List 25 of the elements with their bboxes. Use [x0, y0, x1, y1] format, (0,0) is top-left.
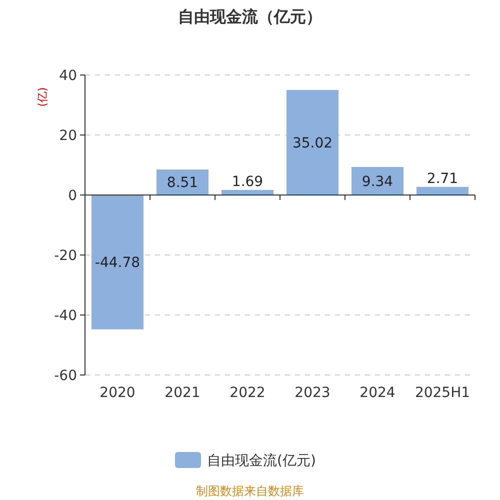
x-tick-label: 2024: [360, 385, 396, 401]
y-tick-label: -60: [54, 368, 77, 384]
legend-label: 自由现金流(亿元): [207, 453, 316, 469]
text: 制图数据来自数据库: [196, 484, 304, 498]
data-label: 35.02: [292, 135, 333, 152]
y-tick-label: -20: [54, 248, 77, 264]
y-tick-label: 20: [59, 128, 77, 144]
x-tick-label: 2023: [294, 385, 330, 401]
bar: [286, 90, 338, 195]
bar: [416, 186, 468, 195]
chart-title: 自由现金流（亿元）: [178, 7, 322, 26]
data-label: 2.71: [426, 170, 458, 187]
x-tick-label: 2022: [230, 385, 266, 401]
y-tick-label: -40: [54, 308, 77, 324]
x-tick-label: 2021: [164, 385, 200, 401]
data-label: 8.51: [166, 175, 198, 192]
x-tick-label: 2025H1: [414, 385, 470, 401]
data-label: 1.69: [232, 174, 264, 190]
y-tick-label: 40: [59, 68, 77, 84]
y-tick-label: 0: [68, 188, 77, 204]
data-label: 9.34: [362, 174, 394, 190]
x-tick-label: 2020: [100, 385, 136, 401]
bar: [92, 195, 144, 330]
y-axis-title: (亿): [36, 87, 49, 107]
data-label: -44.78: [94, 255, 140, 272]
